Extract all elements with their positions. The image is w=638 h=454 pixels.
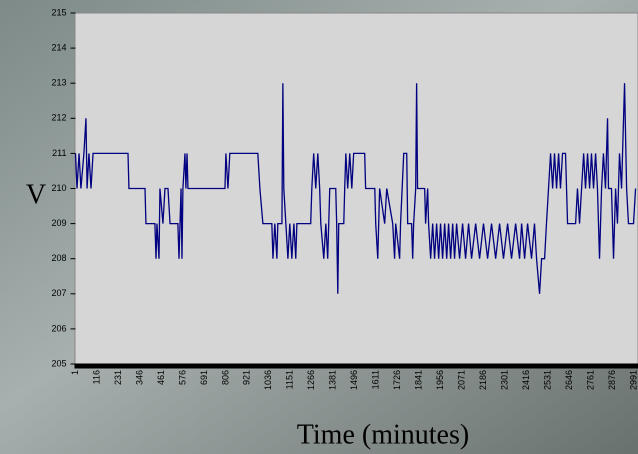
y-tick-label: 210 [51,183,66,193]
x-tick-label: 346 [134,370,144,385]
x-tick-label: 2531 [543,370,553,390]
y-tick-label: 205 [51,358,66,368]
x-tick-label: 1726 [392,370,402,390]
x-tick-label: 2646 [564,370,574,390]
y-axis-label: V [26,179,46,210]
x-tick-label: 231 [113,370,123,385]
y-tick-label: 214 [51,42,66,52]
x-tick-label: 2876 [607,370,617,390]
y-tick-label: 207 [51,288,66,298]
x-tick-label: 461 [156,370,166,385]
y-tick-label: 215 [51,7,66,17]
y-tick-label: 213 [51,78,66,88]
y-tick-label: 208 [51,253,66,263]
x-tick-label: 1611 [371,370,381,389]
x-tick-label: 2071 [457,370,467,390]
x-tick-label: 1151 [285,370,295,389]
x-tick-label: 2761 [585,370,595,390]
y-tick-label: 206 [51,323,66,333]
x-tick-label: 1266 [306,370,316,390]
x-tick-label: 921 [242,370,252,385]
chart: V Time (minutes) 205 206 207 208 209 210 211 21… [0,0,638,454]
y-tick-label: 211 [52,148,66,158]
x-tick-label: 1956 [435,370,445,390]
y-tick-label: 212 [51,113,66,123]
x-tick-label: 2301 [500,370,510,390]
page: {"chart_data": {"type": "line", "y_label… [0,0,638,454]
x-tick-label: 1381 [328,370,338,390]
x-tick-label: 1 [70,370,80,375]
x-tick-label: 1841 [414,370,424,390]
x-tick-label: 2186 [478,370,488,390]
x-tick-label: 576 [177,370,187,385]
x-tick-label: 1496 [349,370,359,390]
x-tick-label: 806 [220,370,230,385]
x-tick-label: 691 [199,370,209,385]
x-tick-label: 116 [91,370,101,384]
y-tick-label: 209 [51,218,66,228]
x-tick-label: 1036 [263,370,273,390]
x-axis-label: Time (minutes) [297,419,469,450]
x-tick-label: 2991 [628,370,638,390]
x-tick-label: 2416 [521,370,531,390]
